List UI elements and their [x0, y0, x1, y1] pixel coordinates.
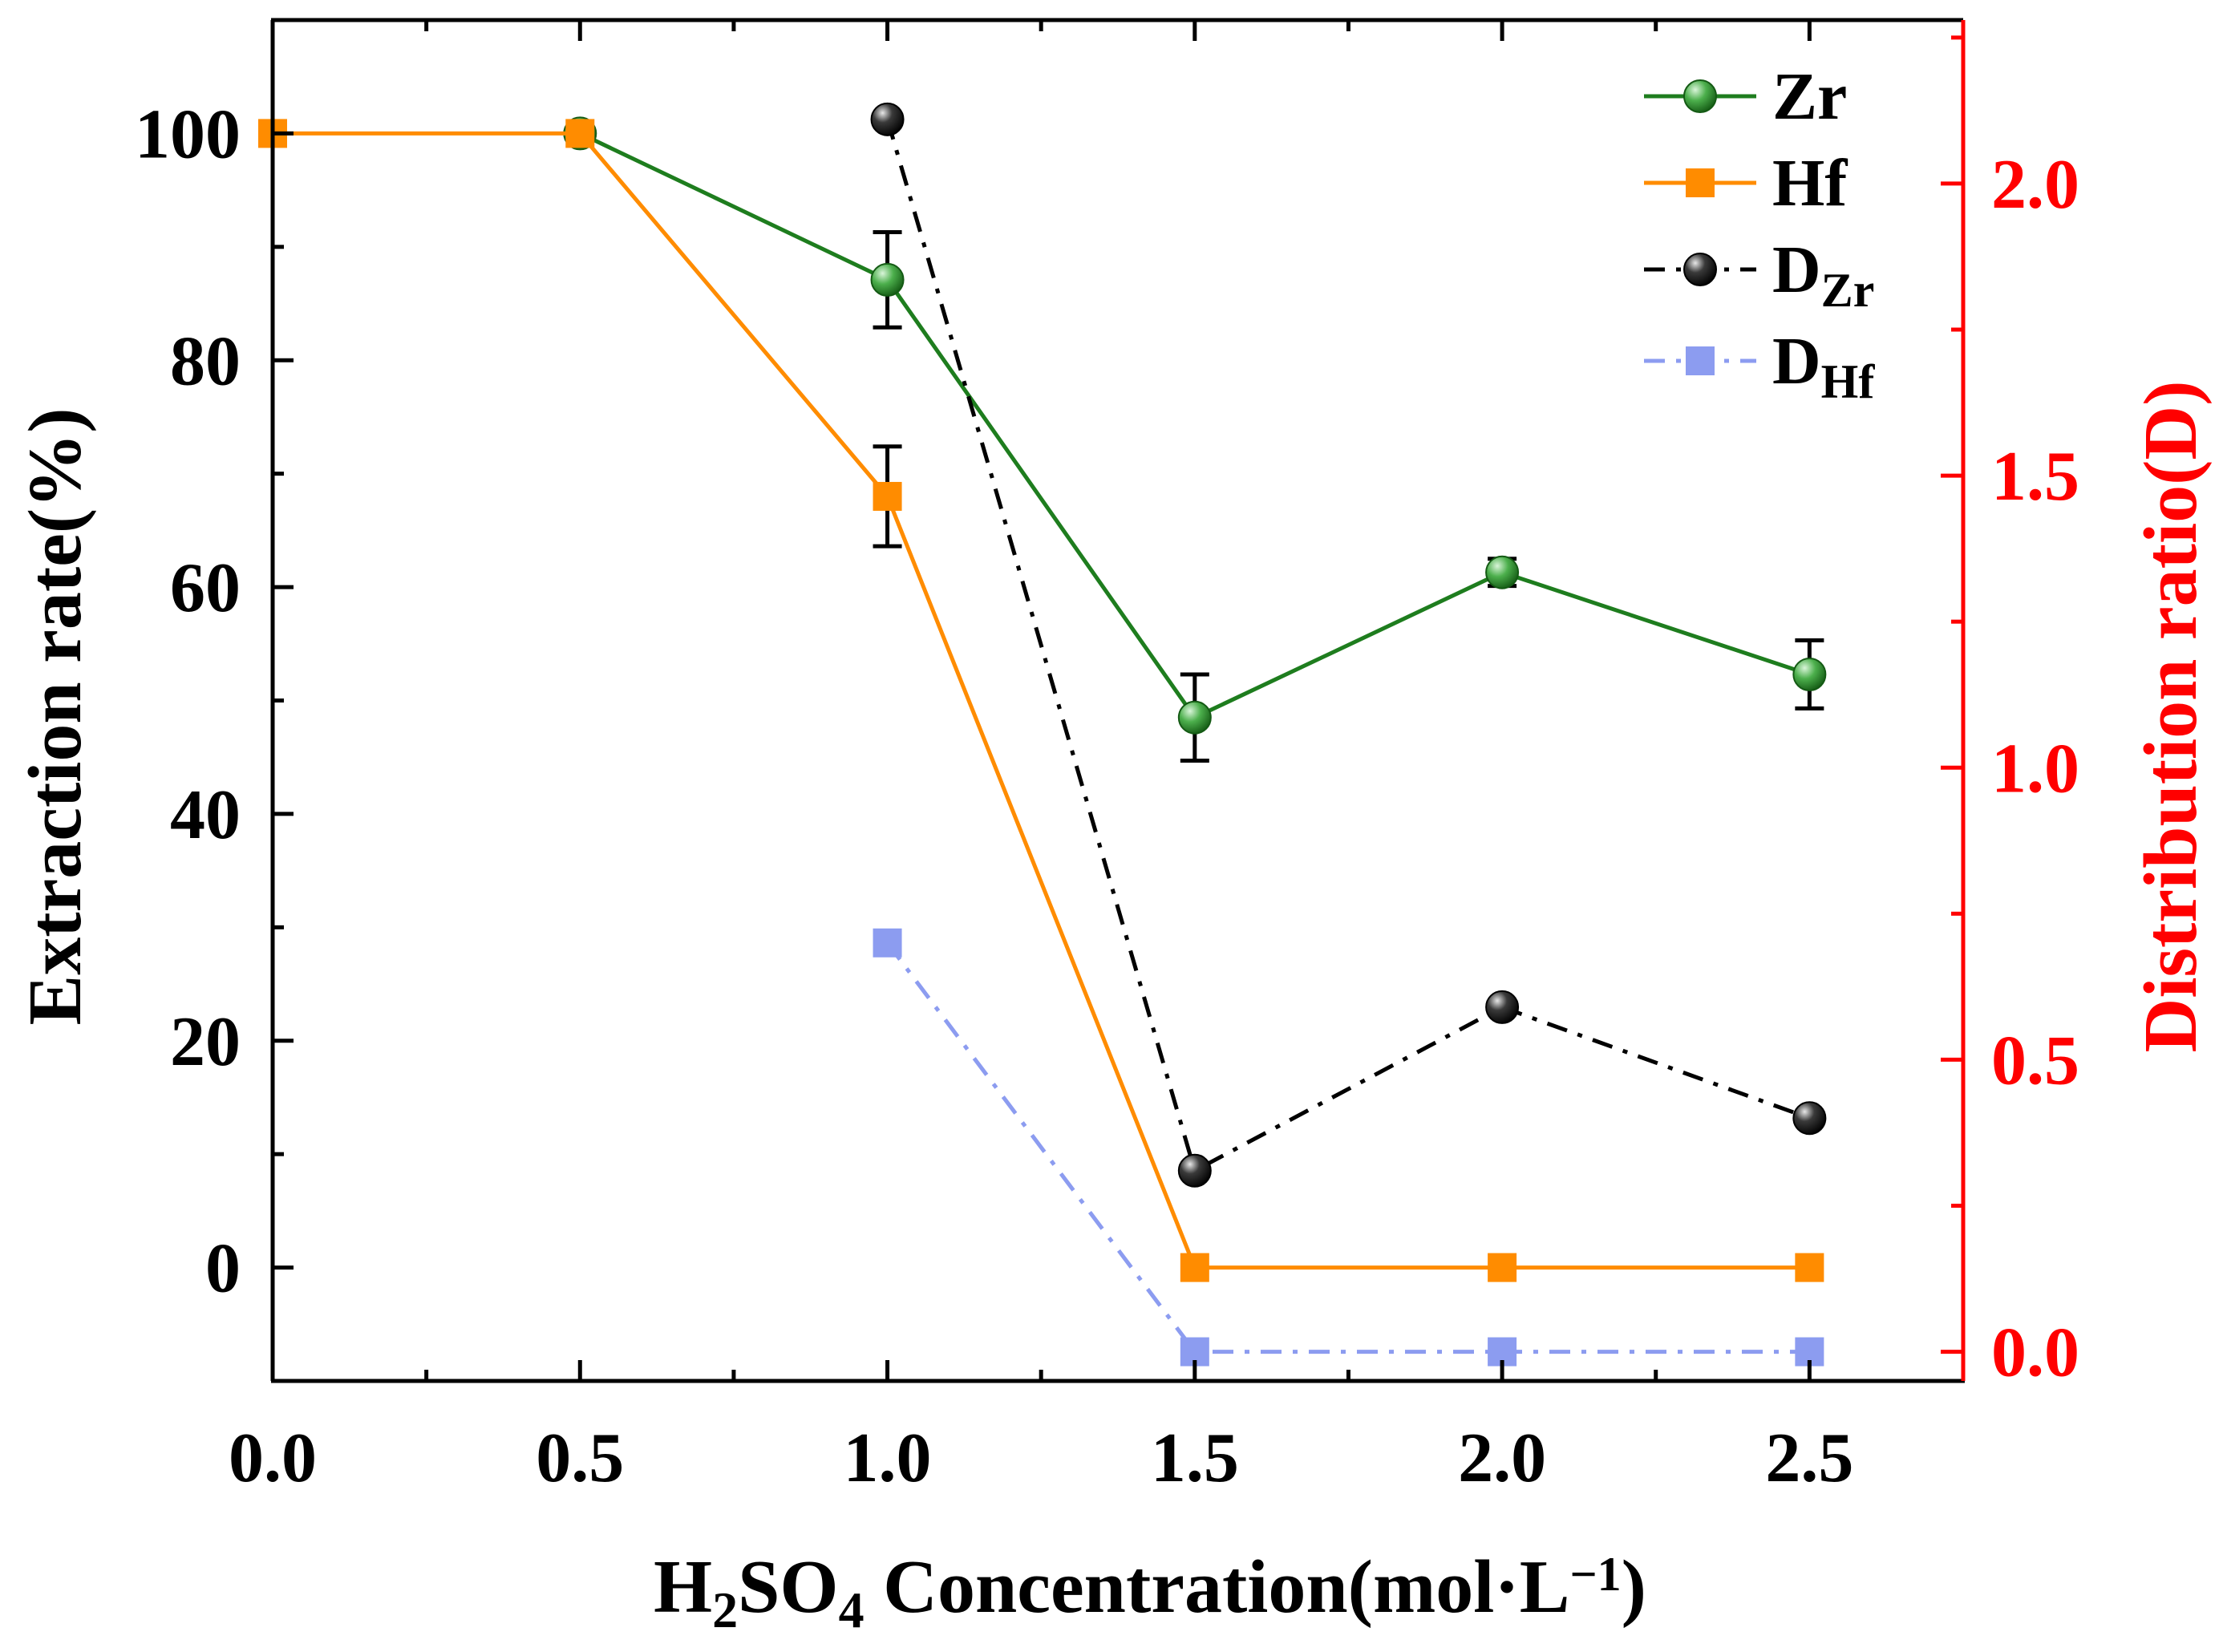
x-tick-label: 1.5 — [1151, 1419, 1239, 1497]
legend-label-sub: Zr — [1821, 264, 1875, 317]
plot-layer — [258, 102, 1827, 1367]
x-axis-title-part: Concentration(mol·L — [865, 1545, 1570, 1629]
series-line-dzr — [885, 119, 1811, 1174]
legend-label-main: Hf — [1772, 146, 1848, 221]
legend-label-dhf: DHf — [1772, 324, 1875, 408]
series-zr — [563, 116, 1827, 763]
series-hf — [258, 119, 1824, 1282]
data-point-zr — [1485, 555, 1520, 589]
x-tick-label: 2.0 — [1458, 1419, 1546, 1497]
legend-label-zr: Zr — [1772, 59, 1847, 134]
x-axis-title-part: SO — [738, 1545, 838, 1629]
data-point-dhf — [873, 928, 902, 958]
y2-tick-label: 0.0 — [1991, 1314, 2079, 1392]
y-axis-title: Extraction rate(%) — [14, 408, 97, 1026]
legend-label-main: D — [1772, 324, 1821, 399]
x-axis-title-part: H — [654, 1545, 712, 1629]
y-tick-label: 40 — [170, 776, 241, 854]
x-axis-title-part: −1 — [1569, 1548, 1621, 1601]
data-point-hf — [873, 481, 902, 511]
legend-label-hf: Hf — [1772, 146, 1848, 221]
x-axis-title: H2SO4 Concentration(mol·L−1) — [654, 1545, 1646, 1638]
legend-marker-hf — [1686, 168, 1715, 197]
data-point-hf — [565, 119, 595, 148]
legend-label-main: Zr — [1772, 59, 1847, 134]
x-tick-label: 1.0 — [844, 1419, 932, 1497]
x-tick-label: 0.0 — [229, 1419, 317, 1497]
y2-axis-title: Distribution ratio(D) — [2129, 380, 2213, 1052]
series-dhf — [873, 928, 1824, 1367]
y-tick-label: 80 — [170, 322, 241, 400]
axes-layer: 0.0 0.5 1.0 1.5 2.0 2.5 0 20 40 60 80 100 0.0 0.5 1.0 1… — [14, 18, 2213, 1638]
y-tick-label: 20 — [170, 1003, 241, 1081]
x-axis-title-part: ) — [1622, 1545, 1646, 1629]
legend-marker-dzr — [1683, 253, 1717, 286]
series-line-dhf — [885, 941, 1810, 1354]
data-point-zr — [1792, 657, 1827, 691]
data-point-zr — [870, 262, 905, 297]
data-point-dzr — [1485, 990, 1520, 1024]
legend-label-sub: Hf — [1821, 355, 1876, 408]
data-point-hf — [1180, 1253, 1209, 1282]
legend-marker-zr — [1683, 79, 1717, 113]
y2-tick-label: 1.5 — [1991, 438, 2079, 516]
data-point-dzr — [870, 102, 905, 136]
data-point-hf — [1488, 1253, 1517, 1282]
x-axis-title-part: 4 — [839, 1581, 865, 1638]
series-line-zr — [579, 132, 1811, 720]
y-tick-label: 0 — [205, 1230, 241, 1308]
y2-tick-label: 0.5 — [1991, 1022, 2079, 1099]
y2-tick-label: 1.0 — [1991, 730, 2079, 808]
data-point-dzr — [1177, 1153, 1212, 1188]
series-line-hf — [273, 131, 1810, 1270]
data-point-hf — [1795, 1253, 1824, 1282]
data-point-dzr — [1792, 1101, 1827, 1136]
x-axis-title-part: 2 — [712, 1581, 738, 1638]
y-tick-label: 60 — [170, 549, 241, 627]
y-tick-label: 100 — [135, 95, 241, 173]
legend-label-main: D — [1772, 233, 1821, 307]
legend-marker-dhf — [1686, 346, 1715, 375]
series-dzr — [870, 102, 1827, 1188]
x-tick-label: 2.5 — [1765, 1419, 1853, 1497]
y2-tick-label: 2.0 — [1991, 146, 2079, 224]
data-point-zr — [1177, 700, 1212, 735]
x-tick-label: 0.5 — [536, 1419, 624, 1497]
legend-label-dzr: DZr — [1772, 233, 1874, 317]
